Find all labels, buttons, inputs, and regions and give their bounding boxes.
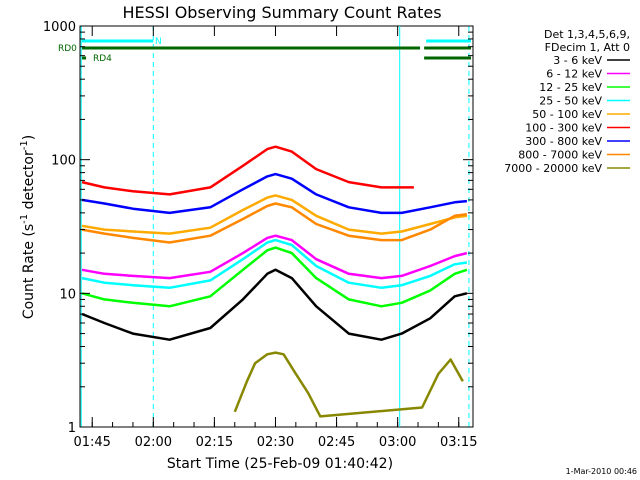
chart-title: HESSI Observing Summary Count Rates xyxy=(122,3,441,22)
flag-label-rd0: RD0 xyxy=(58,44,77,54)
legend-label-6: 300 - 800 keV xyxy=(525,135,602,148)
legend-label-1: 6 - 12 keV xyxy=(546,68,602,81)
series-line-4 xyxy=(81,194,468,235)
x-tick-label-1: 02:00 xyxy=(135,435,172,450)
y-label-part2: detector xyxy=(21,150,37,214)
flag-label-rd4: RD4 xyxy=(93,54,112,64)
y-label-sup2: -1 xyxy=(19,140,30,150)
series-line-6 xyxy=(81,172,468,215)
flag-bars: RD0 RD4 N xyxy=(58,37,471,64)
x-axis-label: Start Time (25-Feb-09 01:40:42) xyxy=(167,456,393,472)
y-tick-label-0: 1 xyxy=(68,421,76,436)
series-line-0 xyxy=(81,268,468,341)
series-layer xyxy=(81,145,468,418)
x-tick-label-0: 01:45 xyxy=(73,435,110,450)
legend-label-5: 100 - 300 keV xyxy=(525,122,602,135)
legend-header-1: FDecim 1, Att 0 xyxy=(545,41,630,54)
y-tick-label-3: 1000 xyxy=(43,20,76,35)
series-line-7 xyxy=(81,202,468,244)
y-label-part1: Count Rate (s xyxy=(21,224,37,319)
y-label-part3: ) xyxy=(21,135,37,140)
legend-label-8: 7000 - 20000 keV xyxy=(504,162,602,175)
y-tick-label-2: 100 xyxy=(51,154,76,169)
flag-label-n: N xyxy=(155,37,162,47)
footer-stamp: 1-Mar-2010 00:46 xyxy=(566,467,637,476)
x-tick-label-4: 02:45 xyxy=(318,435,355,450)
plot-area xyxy=(79,25,474,428)
series-line-8 xyxy=(233,351,464,418)
vertical-markers xyxy=(80,26,470,427)
legend-header-0: Det 1,3,4,5,6,9, xyxy=(544,28,630,41)
legend-label-7: 800 - 7000 keV xyxy=(518,149,602,162)
legend-label-4: 50 - 100 keV xyxy=(532,108,602,121)
legend-label-2: 12 - 25 keV xyxy=(539,81,602,94)
series-line-2 xyxy=(81,246,468,308)
y-axis-label: Count Rate (s-1 detector-1) xyxy=(19,135,37,319)
series-line-1 xyxy=(81,234,468,280)
x-tick-label-5: 03:00 xyxy=(379,435,416,450)
x-tick-label-3: 02:30 xyxy=(257,435,294,450)
series-line-5 xyxy=(81,145,414,196)
y-tick-label-1: 10 xyxy=(59,287,76,302)
legend-label-0: 3 - 6 keV xyxy=(553,54,602,67)
x-tick-label-2: 02:15 xyxy=(196,435,233,450)
y-axis: 1 10 100 1000 xyxy=(43,20,473,436)
x-axis: 01:45 02:00 02:15 02:30 02:45 03:00 03:15 xyxy=(73,26,477,450)
x-tick-label-6: 03:15 xyxy=(440,435,477,450)
series-line-3 xyxy=(81,238,468,290)
legend-label-3: 25 - 50 keV xyxy=(539,95,602,108)
plot-frame xyxy=(79,25,474,428)
legend: Det 1,3,4,5,6,9,FDecim 1, Att 03 - 6 keV… xyxy=(504,28,630,175)
y-label-sup1: -1 xyxy=(19,214,30,224)
